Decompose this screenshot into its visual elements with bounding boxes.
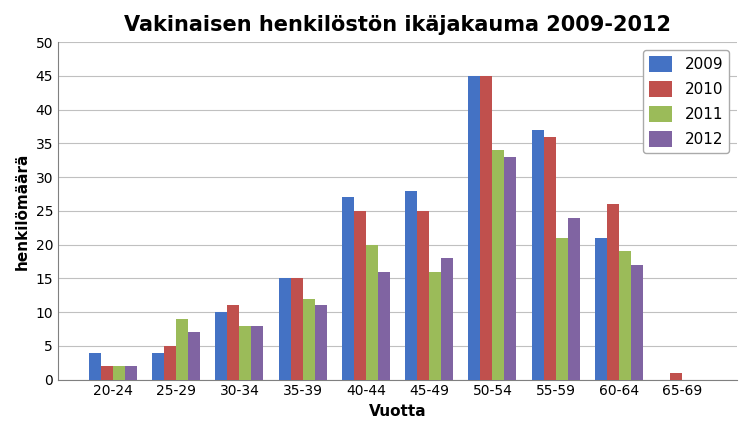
Bar (239, 326, 251, 380)
Bar (631, 265, 643, 380)
Y-axis label: henkilömäärä: henkilömäärä (15, 152, 30, 270)
Bar (417, 211, 429, 380)
Bar (505, 157, 517, 380)
Bar (227, 306, 239, 380)
Bar (251, 326, 263, 380)
Bar (176, 319, 188, 380)
Bar (619, 251, 631, 380)
Bar (595, 238, 607, 380)
Bar (366, 245, 378, 380)
Bar (279, 278, 290, 380)
Bar (164, 346, 176, 380)
Bar (670, 373, 682, 380)
Bar (544, 137, 556, 380)
Bar (481, 76, 493, 380)
Bar (441, 258, 453, 380)
Bar (342, 197, 354, 380)
Bar (125, 366, 137, 380)
Bar (101, 366, 113, 380)
Bar (113, 366, 125, 380)
Bar (568, 217, 580, 380)
Bar (493, 150, 505, 380)
Legend: 2009, 2010, 2011, 2012: 2009, 2010, 2011, 2012 (644, 50, 729, 153)
Bar (290, 278, 302, 380)
Bar (556, 238, 568, 380)
Bar (405, 191, 417, 380)
Bar (215, 312, 227, 380)
Bar (314, 306, 326, 380)
Title: Vakinaisen henkilöstön ikäjakauma 2009-2012: Vakinaisen henkilöstön ikäjakauma 2009-2… (124, 15, 671, 35)
Bar (532, 130, 544, 380)
Bar (89, 352, 101, 380)
Bar (188, 332, 200, 380)
X-axis label: Vuotta: Vuotta (368, 404, 426, 419)
Bar (378, 272, 390, 380)
Bar (354, 211, 366, 380)
Bar (468, 76, 481, 380)
Bar (152, 352, 164, 380)
Bar (607, 204, 619, 380)
Bar (429, 272, 441, 380)
Bar (302, 299, 314, 380)
